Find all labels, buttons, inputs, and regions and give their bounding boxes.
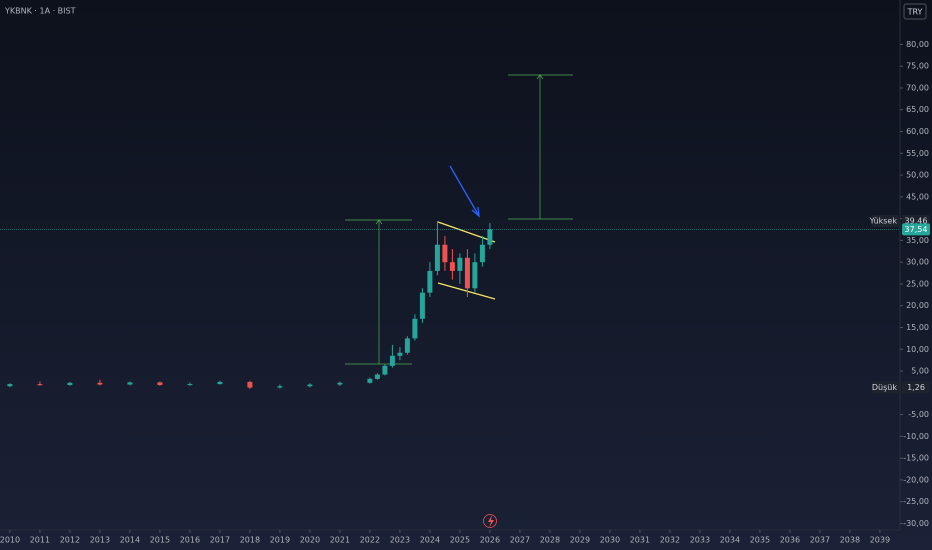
candle-body	[97, 382, 103, 385]
y-tick-label: 25,00	[906, 279, 929, 288]
x-tick-label: 2017	[210, 536, 230, 545]
candle-body	[367, 378, 373, 383]
event-icon[interactable]	[488, 515, 494, 528]
y-tick-label: 70,00	[906, 83, 929, 92]
y-tick-label: 60,00	[906, 127, 929, 136]
y-tick-label: 35,00	[906, 236, 929, 245]
event-icon-ring[interactable]	[483, 514, 497, 528]
currency-box[interactable]	[903, 3, 927, 20]
candle-body	[307, 384, 313, 387]
candle-body	[7, 384, 13, 387]
price-marker-name-box	[872, 381, 899, 394]
y-tick-label: 50,00	[906, 171, 929, 180]
candle-body	[472, 262, 478, 289]
x-tick-label: 2029	[570, 536, 590, 545]
x-tick-label: 2014	[120, 536, 140, 545]
x-tick-label: 2016	[180, 536, 200, 545]
x-tick-label: 2023	[390, 536, 410, 545]
y-tick-label: -25,00	[903, 497, 929, 506]
x-tick-label: 2034	[720, 536, 740, 545]
chart-title: YKBNK · 1A · BIST	[4, 7, 76, 16]
price-marker-name-box	[872, 214, 899, 227]
candle-body	[247, 381, 253, 388]
x-tick-label: 2012	[60, 536, 80, 545]
price-marker-box	[902, 223, 930, 236]
x-tick-label: 2033	[690, 536, 710, 545]
x-tick-label: 2026	[480, 536, 500, 545]
price-marker-box	[902, 381, 930, 394]
candle-body	[442, 244, 448, 263]
x-tick-label: 2032	[660, 536, 680, 545]
candle-body	[479, 244, 485, 263]
y-tick-label: 75,00	[906, 62, 929, 71]
candle-body	[412, 318, 418, 339]
x-tick-label: 2021	[330, 536, 350, 545]
x-tick-label: 2025	[450, 536, 470, 545]
candle-body	[404, 338, 410, 353]
candle-body	[464, 257, 470, 289]
y-tick-label: -20,00	[903, 475, 929, 484]
x-tick-label: 2011	[30, 536, 50, 545]
x-tick-label: 2028	[540, 536, 560, 545]
y-tick-label: 5,00	[911, 367, 929, 376]
candle-body	[157, 382, 163, 385]
x-tick-label: 2037	[810, 536, 830, 545]
x-tick-label: 2015	[150, 536, 170, 545]
y-tick-label: 20,00	[906, 301, 929, 310]
price-marker-name: Yüksek	[869, 216, 898, 225]
y-tick-label: -10,00	[903, 432, 929, 441]
price-marker-value: 39,46	[905, 216, 928, 225]
candle-body	[374, 374, 380, 379]
currency[interactable]: TRY	[907, 8, 923, 17]
candle-body	[427, 270, 433, 293]
y-tick-label: 10,00	[906, 345, 929, 354]
x-tick-label: 2038	[840, 536, 860, 545]
price-marker-value: 1,26	[907, 383, 925, 392]
y-tick-label: 15,00	[906, 323, 929, 332]
x-tick-label: 2018	[240, 536, 260, 545]
x-tick-label: 2030	[600, 536, 620, 545]
y-tick-label: -5,00	[908, 410, 929, 419]
x-tick-label: 2010	[0, 536, 20, 545]
x-tick-label: 2031	[630, 536, 650, 545]
candle-body	[67, 382, 73, 385]
y-tick-label: 55,00	[906, 149, 929, 158]
y-tick-label: 30,00	[906, 258, 929, 267]
candle-body	[127, 382, 133, 385]
drawings	[345, 74, 573, 365]
candle-body	[434, 244, 440, 271]
candle-body	[217, 381, 223, 385]
x-tick-label: 2019	[270, 536, 290, 545]
x-tick-label: 2024	[420, 536, 440, 545]
y-tick-label: 45,00	[906, 192, 929, 201]
price-marker-value: 37,54	[905, 225, 928, 234]
candle-body	[487, 229, 493, 245]
candle-body	[382, 365, 388, 375]
x-tick-label: 2020	[300, 536, 320, 545]
x-tick-label: 2036	[780, 536, 800, 545]
candle-body	[457, 257, 463, 271]
y-tick-label: -30,00	[903, 519, 929, 528]
candle-body	[337, 382, 343, 385]
x-tick-label: 2035	[750, 536, 770, 545]
candle-body	[277, 386, 283, 388]
candle-body	[37, 384, 43, 386]
x-tick-label: 2013	[90, 536, 110, 545]
candle-body	[389, 355, 395, 366]
y-tick-label: 65,00	[906, 105, 929, 114]
x-tick-label: 2039	[870, 536, 890, 545]
x-tick-label: 2022	[360, 536, 380, 545]
candle-body	[397, 352, 403, 356]
y-tick-label: -15,00	[903, 454, 929, 463]
candle-body	[449, 262, 455, 271]
candle-body	[419, 292, 425, 319]
price-marker-name: Düşük	[872, 383, 897, 392]
candle-body	[187, 384, 193, 386]
x-tick-label: 2027	[510, 536, 530, 545]
y-tick-label: 80,00	[906, 40, 929, 49]
